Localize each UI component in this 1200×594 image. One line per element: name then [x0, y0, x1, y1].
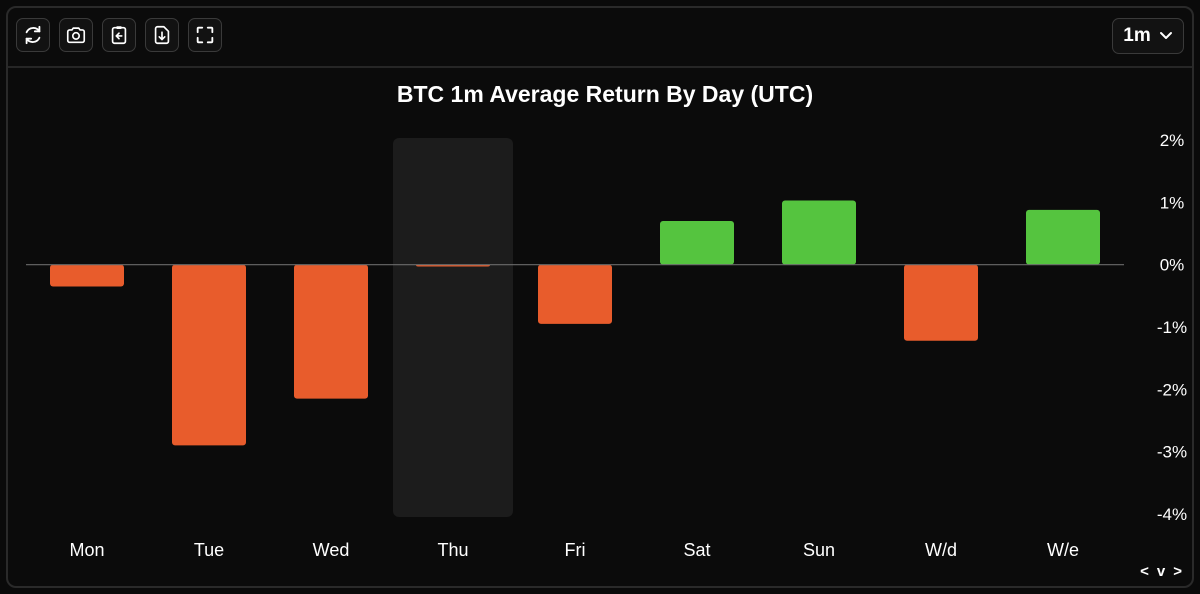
timeframe-label: 1m	[1123, 25, 1151, 46]
bar-tue[interactable]	[172, 264, 246, 446]
chart-toolbar: 1m	[8, 8, 1192, 68]
prev-arrow[interactable]: <	[1140, 563, 1151, 580]
bar-sat[interactable]	[660, 221, 734, 265]
download-button[interactable]	[145, 18, 179, 52]
y-tick-label: 2%	[1160, 131, 1185, 150]
x-label-sun: Sun	[803, 540, 835, 560]
y-tick-label: 0%	[1160, 256, 1185, 275]
bar-mon[interactable]	[50, 264, 124, 287]
y-tick-label: -4%	[1157, 505, 1187, 524]
chart-navigation: < v >	[1140, 563, 1184, 580]
bar-sun[interactable]	[782, 200, 856, 265]
bar-chart: BTC 1m Average Return By Day (UTC) 2% 1% 0…	[26, 81, 1187, 560]
y-tick-label: -1%	[1157, 318, 1187, 337]
chart-title: BTC 1m Average Return By Day (UTC)	[397, 81, 813, 107]
y-tick-label: -2%	[1157, 380, 1187, 399]
bar-wed[interactable]	[294, 264, 368, 399]
x-label-tue: Tue	[194, 540, 224, 560]
timeframe-select[interactable]: 1m	[1112, 18, 1184, 54]
fullscreen-icon	[196, 26, 214, 44]
x-label-we: W/e	[1047, 540, 1079, 560]
download-icon	[154, 25, 170, 45]
highlight-band-thu	[393, 138, 513, 517]
x-label-sat: Sat	[683, 540, 710, 560]
chart-panel: 1m BTC 1m Average Return By Day (UTC) 2%…	[6, 6, 1194, 588]
x-label-mon: Mon	[69, 540, 104, 560]
y-tick-label: -3%	[1157, 443, 1187, 462]
copy-clipboard-button[interactable]	[102, 18, 136, 52]
x-label-thu: Thu	[437, 540, 468, 560]
x-label-wd: W/d	[925, 540, 957, 560]
bar-fri[interactable]	[538, 264, 612, 324]
fullscreen-button[interactable]	[188, 18, 222, 52]
down-arrow[interactable]: v	[1156, 563, 1168, 580]
y-tick-label: 1%	[1160, 193, 1185, 212]
screenshot-button[interactable]	[59, 18, 93, 52]
bar-wd[interactable]	[904, 264, 978, 341]
chevron-down-icon	[1159, 32, 1172, 39]
camera-icon	[66, 27, 86, 44]
next-arrow[interactable]: >	[1173, 563, 1184, 580]
clipboard-icon	[111, 26, 127, 45]
x-label-wed: Wed	[313, 540, 350, 560]
x-label-fri: Fri	[565, 540, 586, 560]
bar-we[interactable]	[1026, 209, 1100, 265]
refresh-icon	[25, 25, 41, 45]
refresh-button[interactable]	[16, 18, 50, 52]
